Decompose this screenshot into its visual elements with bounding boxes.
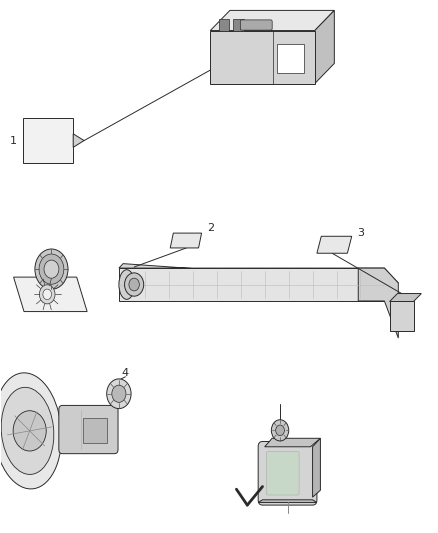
Polygon shape [390,302,413,330]
Circle shape [13,411,46,451]
Polygon shape [170,233,201,248]
FancyBboxPatch shape [266,451,299,495]
Polygon shape [119,268,385,301]
Circle shape [35,249,68,289]
Circle shape [129,278,139,291]
Polygon shape [73,134,84,147]
Circle shape [124,273,144,296]
Bar [83,418,107,443]
Circle shape [39,285,55,304]
Bar [219,20,229,30]
Ellipse shape [0,373,62,489]
Polygon shape [14,277,87,312]
Polygon shape [258,500,317,503]
Polygon shape [358,268,398,338]
Circle shape [39,254,64,284]
FancyBboxPatch shape [258,441,317,505]
Polygon shape [315,11,334,84]
Polygon shape [119,264,398,283]
Text: 4: 4 [122,368,129,377]
Bar [233,20,244,30]
Bar [277,44,304,73]
Polygon shape [390,294,421,302]
Polygon shape [210,11,334,30]
Polygon shape [317,236,352,253]
Circle shape [107,379,131,409]
Text: 1: 1 [10,135,17,146]
Circle shape [44,260,59,278]
Text: 3: 3 [357,228,364,238]
Circle shape [276,425,284,435]
FancyBboxPatch shape [240,20,272,30]
Polygon shape [265,438,321,447]
Polygon shape [210,30,315,84]
Circle shape [43,289,52,300]
Polygon shape [23,118,73,163]
Text: 2: 2 [207,223,214,233]
FancyBboxPatch shape [59,406,118,454]
Circle shape [271,419,289,441]
Ellipse shape [1,387,54,474]
Polygon shape [313,438,321,497]
Circle shape [112,385,126,402]
Ellipse shape [119,270,134,300]
